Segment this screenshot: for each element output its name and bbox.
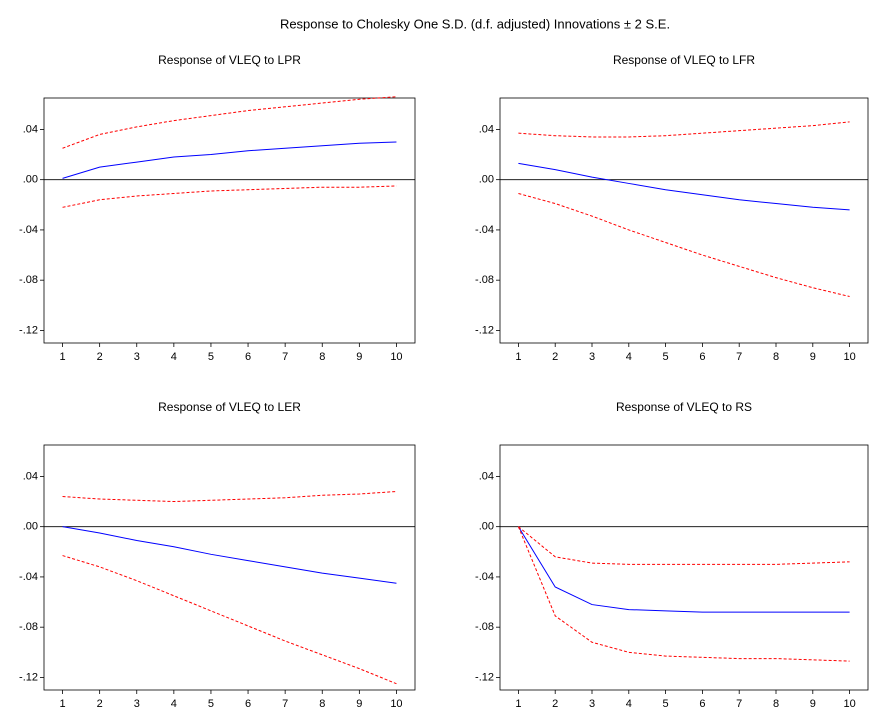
- series-line: [62, 96, 397, 149]
- series-line: [518, 121, 850, 138]
- x-tick-label: 1: [59, 351, 65, 363]
- y-tick-label: -.12: [19, 324, 38, 336]
- x-tick-label: 4: [171, 698, 177, 708]
- x-tick-label: 6: [245, 698, 251, 708]
- x-tick-label: 7: [736, 351, 742, 363]
- series-line: [62, 555, 397, 685]
- plot-frame: [499, 97, 869, 344]
- x-tick-label: 10: [390, 698, 402, 708]
- series-line: [62, 490, 397, 503]
- series-line: [62, 141, 397, 179]
- series-line: [517, 526, 850, 662]
- x-tick-label: 3: [134, 698, 140, 708]
- y-tick-label: .04: [23, 123, 38, 135]
- series-line: [517, 526, 850, 613]
- figure-title: Response to Cholesky One S.D. (d.f. adju…: [280, 16, 670, 31]
- y-tick-label: .00: [479, 521, 494, 533]
- x-tick-label: 9: [356, 698, 362, 708]
- series-line: [518, 193, 850, 297]
- panel-title: Response of VLEQ to LER: [158, 400, 301, 414]
- plot-frame: [43, 97, 416, 344]
- y-tick-label: -.04: [19, 571, 38, 583]
- plot-frame: [499, 444, 869, 691]
- y-tick-label: -.12: [475, 671, 494, 683]
- y-tick-label: -.04: [475, 571, 494, 583]
- y-tick-label: .04: [479, 470, 494, 482]
- y-tick-label: .04: [479, 123, 494, 135]
- y-tick-label: -.08: [19, 274, 38, 286]
- y-tick-label: .00: [23, 174, 38, 186]
- x-tick-label: 4: [626, 698, 632, 708]
- x-tick-label: 10: [843, 698, 855, 708]
- x-tick-label: 8: [773, 698, 779, 708]
- x-tick-label: 2: [552, 698, 558, 708]
- x-tick-label: 7: [736, 698, 742, 708]
- series-line: [62, 526, 397, 584]
- x-tick-label: 8: [773, 351, 779, 363]
- y-tick-label: -.08: [475, 621, 494, 633]
- x-tick-label: 8: [319, 698, 325, 708]
- x-tick-label: 4: [626, 351, 632, 363]
- series-line: [518, 526, 850, 565]
- x-tick-label: 5: [663, 698, 669, 708]
- x-tick-label: 10: [390, 351, 402, 363]
- x-tick-label: 5: [663, 351, 669, 363]
- x-tick-label: 5: [208, 351, 214, 363]
- x-tick-label: 1: [59, 698, 65, 708]
- x-tick-label: 7: [282, 351, 288, 363]
- x-tick-label: 4: [171, 351, 177, 363]
- x-tick-label: 3: [589, 698, 595, 708]
- x-tick-label: 2: [97, 698, 103, 708]
- x-tick-label: 3: [589, 351, 595, 363]
- x-tick-label: 7: [282, 698, 288, 708]
- y-tick-label: .00: [23, 521, 38, 533]
- panel-title: Response of VLEQ to LFR: [613, 53, 755, 67]
- x-tick-label: 8: [319, 351, 325, 363]
- panel-title: Response of VLEQ to LPR: [158, 53, 301, 67]
- y-tick-label: .04: [23, 470, 38, 482]
- x-tick-label: 9: [356, 351, 362, 363]
- y-tick-label: -.12: [475, 324, 494, 336]
- x-tick-label: 6: [699, 351, 705, 363]
- y-tick-label: -.12: [19, 671, 38, 683]
- y-tick-label: -.04: [475, 224, 494, 236]
- x-tick-label: 3: [134, 351, 140, 363]
- y-tick-label: -.04: [19, 224, 38, 236]
- x-tick-label: 9: [810, 698, 816, 708]
- x-tick-label: 10: [843, 351, 855, 363]
- y-tick-label: -.08: [475, 274, 494, 286]
- panel-title: Response of VLEQ to RS: [616, 400, 752, 414]
- plot-frame: [43, 444, 416, 691]
- x-tick-label: 1: [515, 351, 521, 363]
- x-tick-label: 9: [810, 351, 816, 363]
- x-tick-label: 5: [208, 698, 214, 708]
- series-line: [518, 162, 850, 211]
- x-tick-label: 1: [515, 698, 521, 708]
- y-tick-label: -.08: [19, 621, 38, 633]
- x-tick-label: 6: [699, 698, 705, 708]
- x-tick-label: 2: [552, 351, 558, 363]
- x-tick-label: 2: [97, 351, 103, 363]
- x-tick-label: 6: [245, 351, 251, 363]
- y-tick-label: .00: [479, 174, 494, 186]
- series-line: [62, 185, 397, 208]
